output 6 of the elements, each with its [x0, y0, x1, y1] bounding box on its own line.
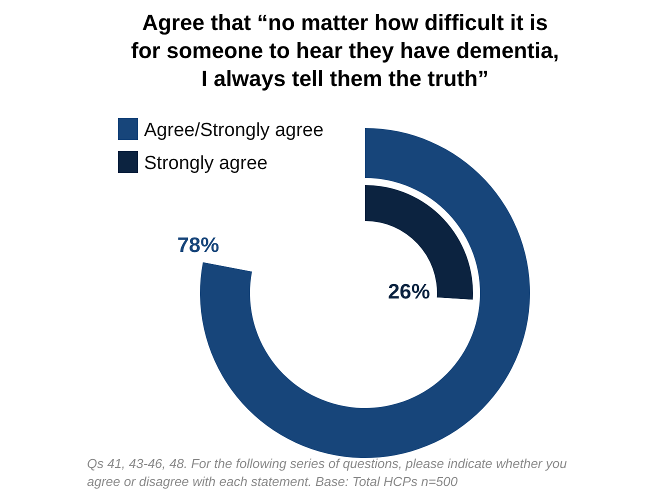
- legend-label: Strongly agree: [144, 153, 268, 174]
- chart-title: Agree that “no matter how difficult it is for someone to hear they have dementia, I always tell them the truth”: [131, 10, 559, 91]
- data-label: 78%: [177, 234, 220, 258]
- text: Qs 41, 43-46, 48. For the following series of questions, please indicate whether you agree or disagree with each statement. Base: Total HCPs n=500: [87, 456, 567, 489]
- legend-label: Agree/Strongly agree: [144, 120, 324, 141]
- data-label: 26%: [388, 280, 430, 304]
